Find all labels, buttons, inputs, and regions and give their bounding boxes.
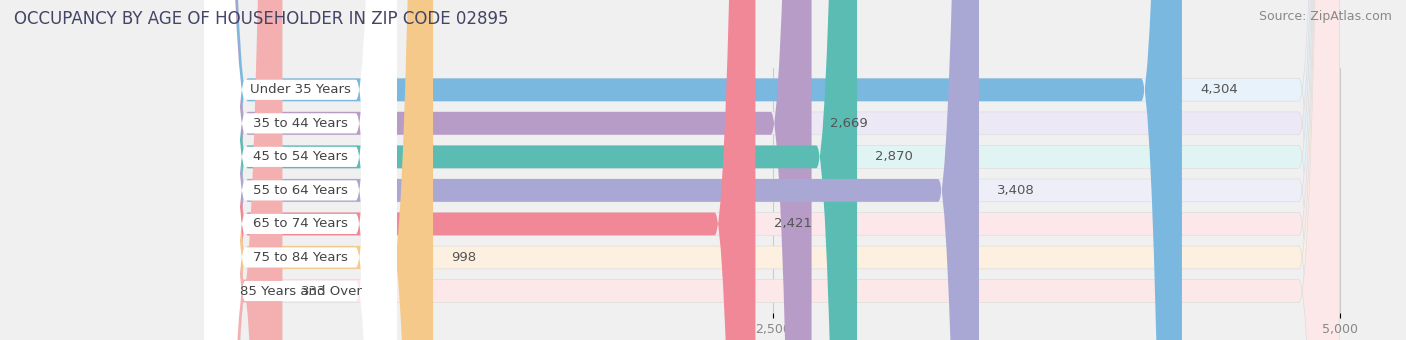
Text: 3,408: 3,408	[997, 184, 1035, 197]
Text: 2,669: 2,669	[830, 117, 868, 130]
Text: 4,304: 4,304	[1201, 83, 1237, 96]
FancyBboxPatch shape	[207, 0, 979, 340]
Text: 55 to 64 Years: 55 to 64 Years	[253, 184, 349, 197]
FancyBboxPatch shape	[207, 0, 1340, 340]
Text: 2,870: 2,870	[875, 150, 912, 163]
FancyBboxPatch shape	[207, 0, 1340, 340]
Text: Under 35 Years: Under 35 Years	[250, 83, 352, 96]
FancyBboxPatch shape	[207, 0, 1340, 340]
Text: 35 to 44 Years: 35 to 44 Years	[253, 117, 349, 130]
FancyBboxPatch shape	[207, 0, 811, 340]
Text: OCCUPANCY BY AGE OF HOUSEHOLDER IN ZIP CODE 02895: OCCUPANCY BY AGE OF HOUSEHOLDER IN ZIP C…	[14, 10, 509, 28]
FancyBboxPatch shape	[207, 0, 433, 340]
FancyBboxPatch shape	[204, 0, 396, 340]
FancyBboxPatch shape	[207, 0, 1182, 340]
FancyBboxPatch shape	[204, 0, 396, 340]
FancyBboxPatch shape	[207, 0, 1340, 340]
Text: 65 to 74 Years: 65 to 74 Years	[253, 218, 349, 231]
Text: 75 to 84 Years: 75 to 84 Years	[253, 251, 349, 264]
Text: 333: 333	[301, 285, 326, 298]
FancyBboxPatch shape	[207, 0, 1340, 340]
Text: 45 to 54 Years: 45 to 54 Years	[253, 150, 349, 163]
Text: 998: 998	[451, 251, 477, 264]
FancyBboxPatch shape	[207, 0, 755, 340]
FancyBboxPatch shape	[207, 0, 283, 340]
FancyBboxPatch shape	[204, 0, 396, 340]
FancyBboxPatch shape	[204, 0, 396, 340]
FancyBboxPatch shape	[204, 0, 396, 340]
FancyBboxPatch shape	[204, 0, 396, 340]
Text: 2,421: 2,421	[773, 218, 811, 231]
Text: Source: ZipAtlas.com: Source: ZipAtlas.com	[1258, 10, 1392, 23]
Text: 85 Years and Over: 85 Years and Over	[239, 285, 361, 298]
FancyBboxPatch shape	[207, 0, 1340, 340]
FancyBboxPatch shape	[204, 0, 396, 340]
FancyBboxPatch shape	[207, 0, 1340, 340]
FancyBboxPatch shape	[207, 0, 858, 340]
